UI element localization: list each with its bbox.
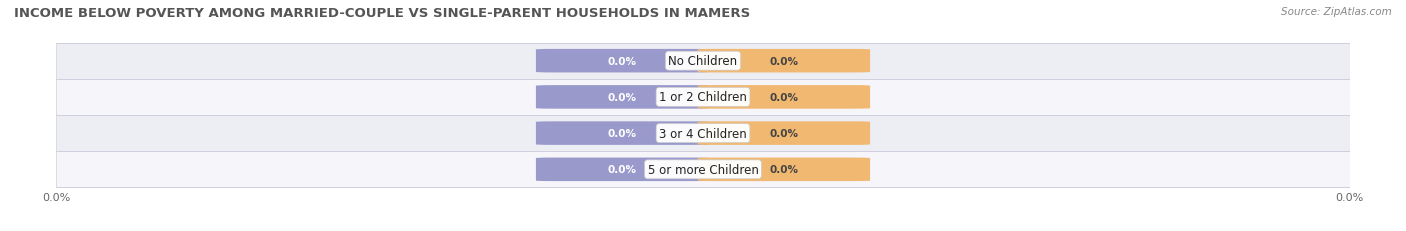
Text: No Children: No Children [668,55,738,68]
Text: 5 or more Children: 5 or more Children [648,163,758,176]
FancyBboxPatch shape [697,158,870,181]
FancyBboxPatch shape [697,122,870,145]
Text: INCOME BELOW POVERTY AMONG MARRIED-COUPLE VS SINGLE-PARENT HOUSEHOLDS IN MAMERS: INCOME BELOW POVERTY AMONG MARRIED-COUPL… [14,7,751,20]
Bar [56,152,1350,188]
FancyBboxPatch shape [536,86,709,109]
Text: 0.0%: 0.0% [607,56,637,66]
Text: 0.0%: 0.0% [769,92,799,103]
Bar [56,116,1350,152]
Text: 0.0%: 0.0% [769,165,799,175]
Text: 1 or 2 Children: 1 or 2 Children [659,91,747,104]
Bar [56,79,1350,116]
Text: 0.0%: 0.0% [607,128,637,139]
FancyBboxPatch shape [536,122,709,145]
FancyBboxPatch shape [697,50,870,73]
Text: 3 or 4 Children: 3 or 4 Children [659,127,747,140]
Text: 0.0%: 0.0% [769,56,799,66]
FancyBboxPatch shape [697,86,870,109]
Text: 0.0%: 0.0% [607,165,637,175]
FancyBboxPatch shape [536,50,709,73]
FancyBboxPatch shape [536,158,709,181]
Text: 0.0%: 0.0% [769,128,799,139]
Bar [56,43,1350,79]
Text: Source: ZipAtlas.com: Source: ZipAtlas.com [1281,7,1392,17]
Text: 0.0%: 0.0% [607,92,637,103]
